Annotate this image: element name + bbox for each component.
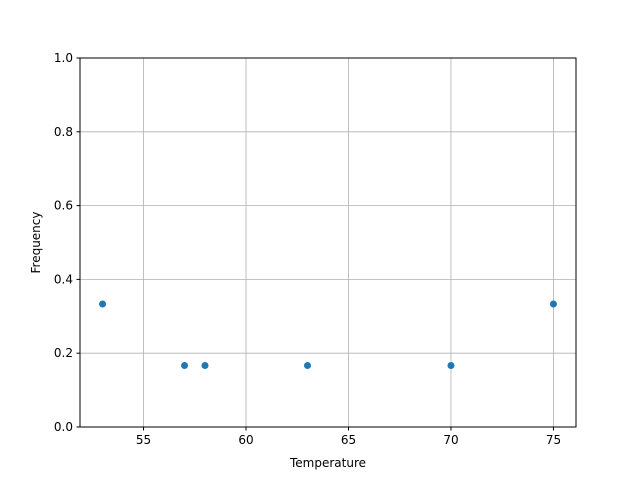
data-point <box>304 361 312 369</box>
y-tick-label: 0.0 <box>54 420 73 434</box>
y-tick-label: 0.4 <box>54 272 73 286</box>
y-tick-label: 0.8 <box>54 125 73 139</box>
plot-frame <box>79 57 577 428</box>
data-point <box>181 361 189 369</box>
ticks: 55 60 65 70 75 0.0 0.2 0.4 0.6 0.8 1.0 <box>54 51 561 447</box>
x-tick-label: 55 <box>136 433 151 447</box>
data-point <box>447 361 455 369</box>
x-tick-label: 70 <box>443 433 458 447</box>
data-point <box>99 300 107 308</box>
y-tick-label: 0.6 <box>54 199 73 213</box>
x-tick-label: 60 <box>238 433 253 447</box>
data-points <box>99 300 557 369</box>
data-point <box>201 361 209 369</box>
y-tick-label: 1.0 <box>54 51 73 65</box>
grid <box>80 57 576 428</box>
data-point <box>549 300 557 308</box>
x-axis-label: Temperature <box>289 456 366 470</box>
y-axis-label: Frequency <box>29 212 43 274</box>
x-tick-label: 65 <box>341 433 356 447</box>
x-tick-label: 75 <box>546 433 561 447</box>
y-tick-label: 0.2 <box>54 346 73 360</box>
